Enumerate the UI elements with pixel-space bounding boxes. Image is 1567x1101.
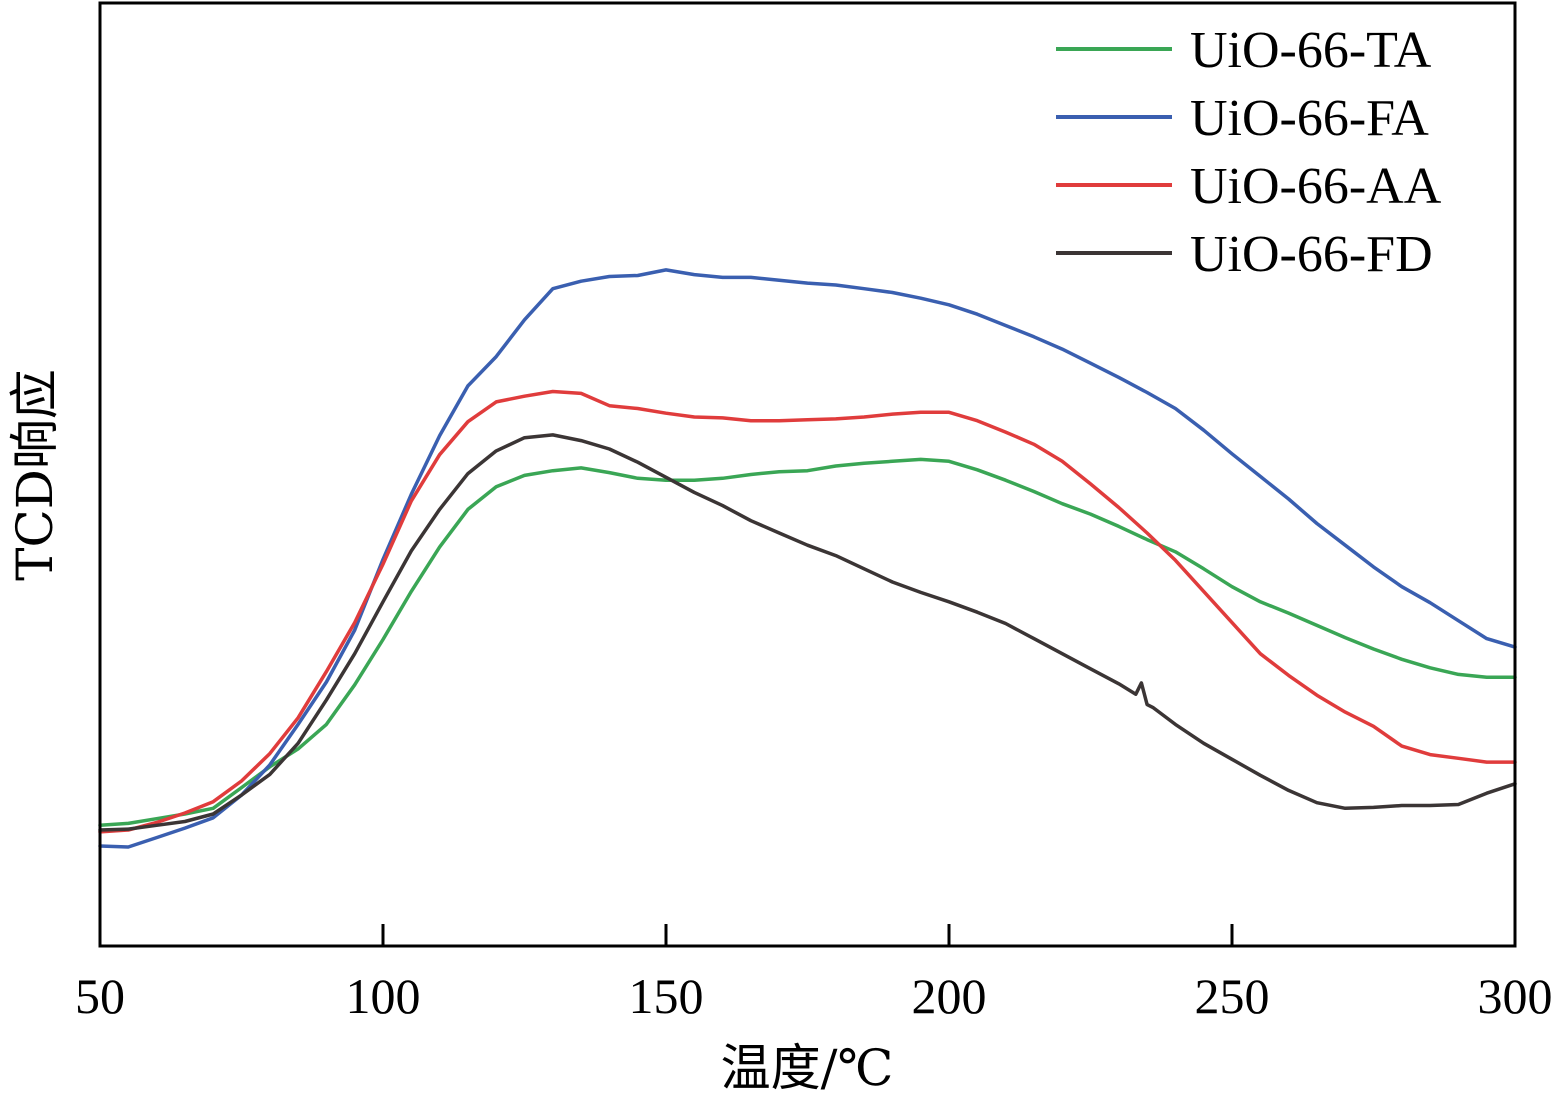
plot-frame xyxy=(98,1,1517,948)
y-axis-title: TCD响应 xyxy=(6,369,64,581)
series-line-uio-66-ta xyxy=(98,457,1517,828)
x-tick-label-250: 250 xyxy=(1195,968,1270,1024)
legend-label-uio-66-fd: UiO-66-FD xyxy=(1190,226,1433,283)
x-axis-ticks xyxy=(98,924,1517,946)
x-axis-title: 温度/℃ xyxy=(721,1039,894,1097)
x-tick-label-200: 200 xyxy=(912,968,987,1024)
series-line-uio-66-fa xyxy=(98,268,1517,849)
series-line-uio-66-aa xyxy=(98,389,1517,834)
x-tick-label-150: 150 xyxy=(629,968,704,1024)
legend: UiO-66-TA UiO-66-FA UiO-66-AA UiO-66-FD xyxy=(1056,22,1442,283)
plot-series-lines xyxy=(98,268,1517,849)
x-tick-label-50: 50 xyxy=(75,968,125,1024)
legend-label-uio-66-aa: UiO-66-AA xyxy=(1190,158,1442,215)
x-tick-label-300: 300 xyxy=(1478,968,1553,1024)
x-axis-tick-labels: 50 100 150 200 250 300 xyxy=(75,968,1553,1024)
legend-label-uio-66-ta: UiO-66-TA xyxy=(1190,22,1432,79)
series-line-uio-66-fd xyxy=(98,433,1517,832)
x-tick-label-100: 100 xyxy=(346,968,421,1024)
legend-label-uio-66-fa: UiO-66-FA xyxy=(1190,90,1429,147)
